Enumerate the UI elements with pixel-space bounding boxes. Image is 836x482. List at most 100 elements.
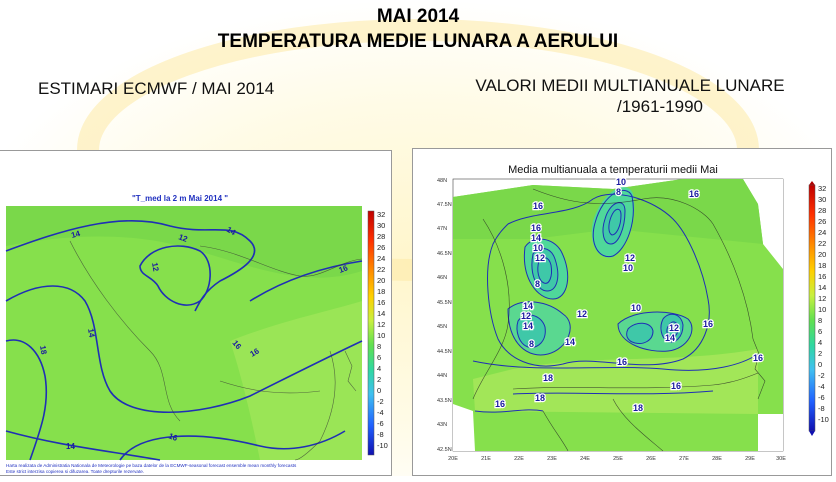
lat-label: 46.5N [437, 251, 452, 257]
legend-tick: 16 [818, 272, 826, 281]
legend-tick: 32 [818, 184, 826, 193]
legend-tick: 24 [818, 228, 826, 237]
climatology-map-title: Media multianuala a temperaturii medii M… [508, 164, 718, 176]
contour-label: 14 [665, 333, 675, 343]
lon-label: 30E [776, 456, 786, 462]
lon-label: 26E [646, 456, 656, 462]
lon-label: 20E [448, 456, 458, 462]
lat-label: 43N [437, 422, 447, 428]
lon-label: 24E [580, 456, 590, 462]
legend-tick: 14 [377, 309, 385, 318]
legend-tick: 2 [818, 349, 822, 358]
legend-tick: 20 [377, 276, 385, 285]
right-heading-line2: /1961-1990 [616, 97, 704, 116]
lat-label: 48N [437, 178, 447, 184]
legend-tick: 8 [818, 316, 822, 325]
contour-label: 16 [753, 353, 763, 363]
contour-label: 14 [531, 233, 541, 243]
legend-tick: 4 [818, 338, 822, 347]
forecast-map: "T_med la 2 m Mai 2014 " 14 12 14 [5, 194, 388, 474]
legend-tick: 8 [377, 342, 381, 351]
contour-label: 14 [70, 229, 81, 240]
legend-tick: 28 [818, 206, 826, 215]
climatology-map-panel: Media multianuala a temperaturii medii M… [412, 148, 832, 476]
legend-tick: 0 [818, 360, 822, 369]
legend-tick: 26 [377, 243, 385, 252]
contour-label: 16 [338, 263, 350, 275]
lat-label: 45.5N [437, 300, 452, 306]
contour-label: 16 [533, 201, 543, 211]
legend-tick: 4 [377, 364, 381, 373]
forecast-map-panel: "T_med la 2 m Mai 2014 " 14 12 14 [0, 150, 392, 476]
contour-label: 12 [625, 253, 635, 263]
lat-label: 47.5N [437, 202, 452, 208]
contour-label: 14 [86, 328, 97, 339]
page-title: MAI 2014 [376, 6, 460, 27]
contour-label: 12 [150, 262, 161, 273]
lat-label: 44N [437, 373, 447, 379]
contour-label: 8 [529, 339, 534, 349]
lat-label: 47N [437, 226, 447, 232]
lat-label: 46N [437, 275, 447, 281]
climatology-legend [808, 181, 816, 436]
legend-tick: 18 [818, 261, 826, 270]
contour-label: 16 [671, 381, 681, 391]
legend-tick: -2 [818, 371, 825, 380]
legend-tick: -6 [377, 419, 384, 428]
climatology-contours [472, 190, 759, 413]
legend-tick: 12 [818, 294, 826, 303]
contour-label: 18 [535, 393, 545, 403]
contour-label: 18 [633, 403, 643, 413]
legend-tick: 20 [818, 250, 826, 259]
contour-label: 18 [543, 373, 553, 383]
lon-label: 25E [613, 456, 623, 462]
lon-label: 29E [745, 456, 755, 462]
legend-tick: 16 [377, 298, 385, 307]
contour-label: 14 [565, 337, 575, 347]
climatology-contour-labels: 10 8 16 16 14 16 10 12 12 10 8 14 12 12 … [494, 176, 764, 414]
legend-tick: 6 [818, 327, 822, 336]
contour-label: 12 [535, 253, 545, 263]
legend-tick: 10 [377, 331, 385, 340]
contour-label: 10 [533, 243, 543, 253]
contour-label: 14 [523, 301, 533, 311]
lon-label: 22E [514, 456, 524, 462]
legend-tick: -4 [377, 408, 384, 417]
legend-tick: 2 [377, 375, 381, 384]
lon-label: 21E [481, 456, 491, 462]
lat-label: 43.5N [437, 398, 452, 404]
forecast-legend [367, 210, 375, 456]
legend-tick: -2 [377, 397, 384, 406]
legend-tick: -8 [377, 430, 384, 439]
lat-label: 45N [437, 324, 447, 330]
contour-label: 12 [669, 323, 679, 333]
forecast-map-title: "T_med la 2 m Mai 2014 " [132, 194, 228, 203]
legend-tick: 22 [818, 239, 826, 248]
latitude-labels: 48N 47.5N 47N 46.5N 46N 45.5N 45N 44.5N … [437, 178, 452, 453]
contour-label: 18 [38, 345, 49, 356]
contour-label: 16 [703, 319, 713, 329]
lon-label: 27E [679, 456, 689, 462]
contour-label: 14 [66, 442, 75, 451]
forecast-footnote-2: Este strict interzisa copierea si difuza… [6, 469, 144, 474]
legend-tick: -10 [377, 441, 388, 450]
contour-label: 10 [616, 177, 626, 187]
left-panel-heading: ESTIMARI ECMWF / MAI 2014 [38, 79, 275, 98]
legend-tick: 32 [377, 210, 385, 219]
legend-tick: 18 [377, 287, 385, 296]
forecast-legend-ticks: 32 30 28 26 24 22 20 18 16 14 12 10 8 6 … [377, 210, 388, 450]
legend-tick: 0 [377, 386, 381, 395]
lat-label: 44.5N [437, 349, 452, 355]
legend-tick: 28 [377, 232, 385, 241]
climatology-map: Media multianuala a temperaturii medii M… [437, 164, 829, 462]
contour-label: 8 [616, 187, 621, 197]
lat-label: 42.5N [437, 447, 452, 453]
legend-tick: 30 [377, 221, 385, 230]
legend-tick: 14 [818, 283, 826, 292]
contour-label: 12 [521, 311, 531, 321]
longitude-labels: 20E 21E 22E 23E 24E 25E 26E 27E 28E 29E … [448, 456, 786, 462]
lon-label: 28E [712, 456, 722, 462]
contour-label: 16 [689, 189, 699, 199]
page-subtitle: TEMPERATURA MEDIE LUNARA A AERULUI [217, 31, 619, 52]
right-heading-line1: VALORI MEDII MULTIANUALE LUNARE [475, 76, 785, 95]
